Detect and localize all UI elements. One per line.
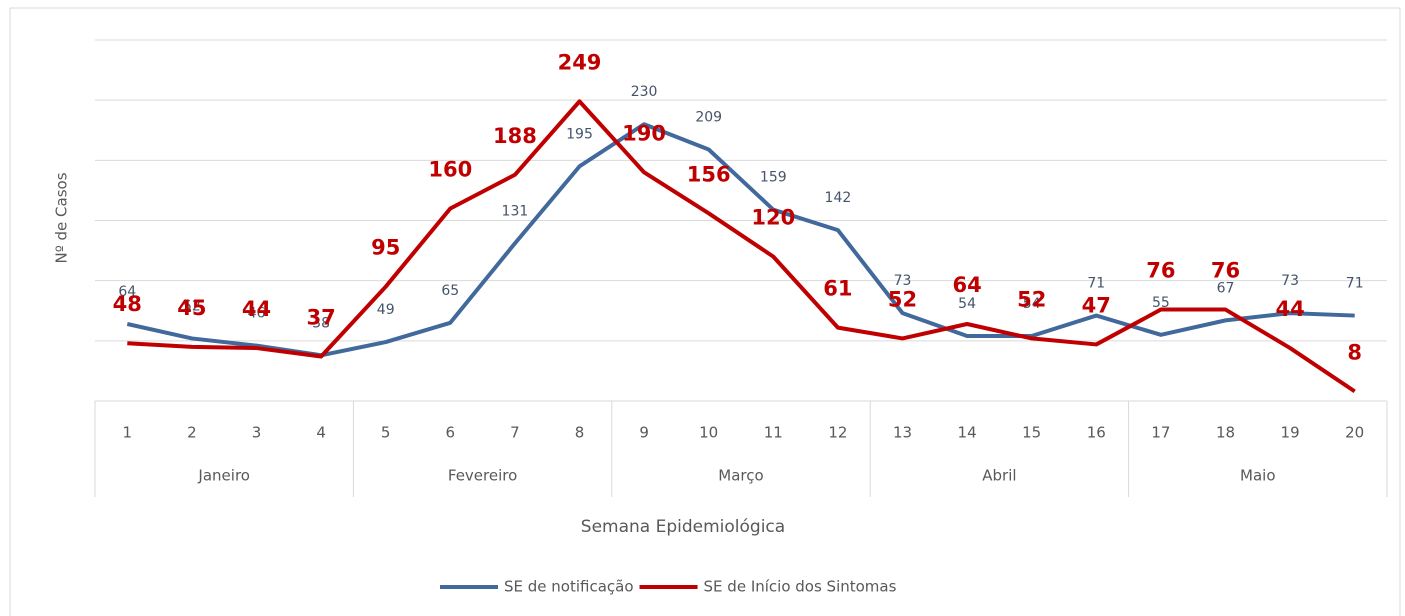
data-label: 67	[1217, 280, 1235, 296]
data-label: 54	[958, 296, 976, 312]
data-label: 54	[1023, 296, 1041, 312]
x-group-label: Março	[718, 467, 763, 485]
data-label: 47	[1082, 293, 1111, 317]
x-tick-label: 3	[252, 424, 262, 442]
x-tick-label: 9	[639, 424, 649, 442]
x-tick-label: 20	[1345, 424, 1364, 442]
x-tick-label: 4	[316, 424, 326, 442]
chart-frame	[9, 7, 1401, 616]
data-label: 44	[242, 297, 271, 321]
data-label: 44	[1275, 297, 1304, 321]
data-label: 73	[894, 273, 912, 289]
data-label: 95	[371, 236, 400, 260]
data-label: 76	[1211, 259, 1240, 283]
data-label: 49	[377, 302, 395, 318]
x-tick-label: 13	[893, 424, 912, 442]
data-label: 131	[502, 203, 529, 219]
x-tick-label: 10	[699, 424, 718, 442]
data-label: 64	[952, 273, 981, 297]
data-label: 55	[1152, 295, 1170, 311]
data-label: 65	[441, 283, 459, 299]
x-group-label: Maio	[1240, 467, 1275, 485]
data-label: 52	[183, 298, 201, 314]
data-label: 73	[1281, 273, 1299, 289]
x-tick-label: 14	[958, 424, 977, 442]
data-label: 48	[113, 292, 142, 316]
y-axis-title: Nº de Casos	[53, 172, 71, 263]
data-label: 46	[248, 306, 266, 322]
data-label: 45	[177, 296, 206, 320]
data-label: 195	[566, 126, 593, 142]
x-tick-label: 11	[764, 424, 783, 442]
series-line	[126, 122, 1355, 358]
data-label: 209	[695, 110, 722, 126]
data-label: 52	[1017, 287, 1046, 311]
data-label: 8	[1347, 340, 1362, 364]
data-label: 160	[428, 157, 472, 181]
data-label: 120	[751, 206, 795, 230]
x-tick-label: 16	[1087, 424, 1106, 442]
x-group-label: Janeiro	[197, 467, 250, 485]
series-line	[127, 99, 1356, 394]
x-tick-label: 2	[187, 424, 197, 442]
data-label: 52	[888, 287, 917, 311]
data-label: 188	[493, 124, 537, 148]
x-tick-label: 12	[828, 424, 847, 442]
x-group-label: Abril	[982, 467, 1016, 485]
data-label: 71	[1087, 276, 1105, 292]
legend-label: SE de Início dos Sintomas	[704, 578, 897, 596]
data-label: 190	[622, 121, 666, 145]
x-tick-label: 15	[1022, 424, 1041, 442]
data-label: 61	[823, 277, 852, 301]
x-tick-label: 19	[1281, 424, 1300, 442]
data-label: 230	[631, 84, 658, 100]
x-group-label: Fevereiro	[448, 467, 517, 485]
x-axis-title: Semana Epidemiológica	[581, 517, 785, 537]
data-label: 38	[312, 315, 330, 331]
data-label: 64	[118, 284, 136, 300]
data-label: 76	[1146, 259, 1175, 283]
x-tick-label: 17	[1151, 424, 1170, 442]
data-label: 159	[760, 170, 787, 186]
x-tick-label: 7	[510, 424, 520, 442]
x-tick-label: 18	[1216, 424, 1235, 442]
data-label: 71	[1346, 276, 1364, 292]
x-tick-label: 8	[575, 424, 585, 442]
legend-label: SE de notificação	[504, 578, 634, 596]
data-label: 37	[306, 305, 335, 329]
x-tick-label: 1	[123, 424, 133, 442]
x-tick-label: 6	[446, 424, 456, 442]
data-label: 249	[558, 50, 602, 74]
x-tick-label: 5	[381, 424, 391, 442]
data-label: 142	[825, 190, 852, 206]
data-label: 156	[687, 162, 731, 186]
